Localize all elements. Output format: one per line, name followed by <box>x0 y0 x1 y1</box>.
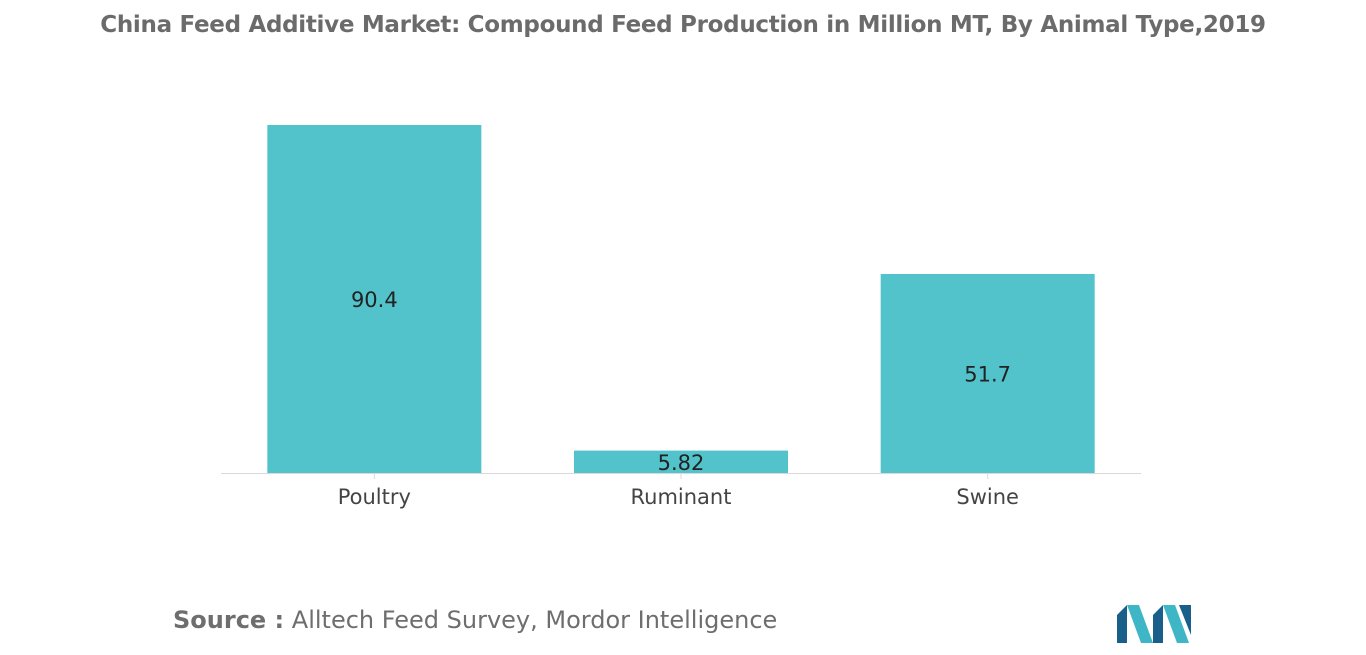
bar-swine <box>880 273 1095 473</box>
data-label: 5.82 <box>658 451 705 475</box>
x-ticks-group <box>373 473 989 479</box>
category-label: Poultry <box>338 485 411 509</box>
source-note: Source : Alltech Feed Survey, Mordor Int… <box>173 606 777 634</box>
source-label: Source : <box>173 606 285 634</box>
bar-ruminant <box>574 450 789 473</box>
source-text: Alltech Feed Survey, Mordor Intelligence <box>291 606 778 634</box>
bar-poultry <box>267 125 482 473</box>
category-label: Ruminant <box>631 485 732 509</box>
data-labels-group: 90.4 5.82 51.7 <box>351 288 1011 475</box>
data-label: 51.7 <box>964 362 1011 386</box>
category-label: Swine <box>956 485 1019 509</box>
mordor-intelligence-logo-icon <box>1117 605 1191 643</box>
category-labels-group: Poultry Ruminant Swine <box>338 485 1019 509</box>
bar-chart: 90.4 5.82 51.7 Poultry Ruminant Swine <box>221 125 1142 509</box>
bars-group <box>267 125 1095 473</box>
chart-title: China Feed Additive Market: Compound Fee… <box>100 12 1266 38</box>
data-label: 90.4 <box>351 288 398 312</box>
